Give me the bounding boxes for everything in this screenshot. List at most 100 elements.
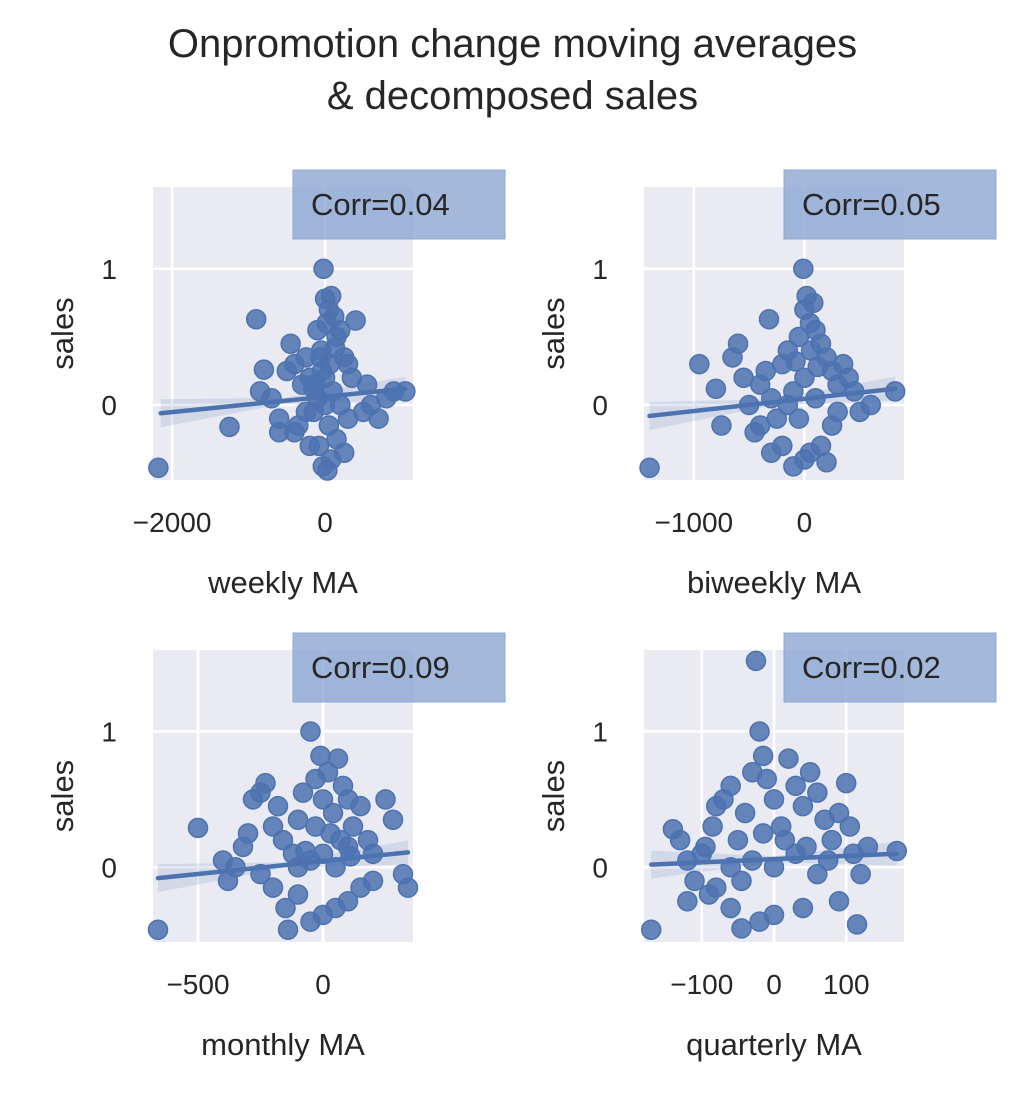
subplot-quarterly: −100 0 100 0 1 quarterly MA sales Corr=0.02 <box>536 632 997 1062</box>
data-point <box>860 394 882 416</box>
data-point <box>375 789 396 810</box>
x-tick-label: −2000 <box>133 507 212 538</box>
data-point <box>292 782 314 803</box>
data-point <box>313 258 334 280</box>
data-point <box>677 891 698 912</box>
data-point <box>886 840 908 862</box>
data-point <box>337 408 359 429</box>
data-point <box>817 850 839 871</box>
data-point <box>684 870 705 892</box>
x-tick-label: 0 <box>317 507 333 538</box>
data-point <box>752 823 774 844</box>
x-tick-label: −1000 <box>654 507 733 538</box>
data-point <box>711 415 732 436</box>
x-axis-label: monthly MA <box>201 1027 365 1062</box>
y-axis-label: sales <box>45 297 80 369</box>
data-point <box>324 337 346 359</box>
x-axis-label: quarterly MA <box>686 1027 862 1062</box>
data-point <box>272 829 294 851</box>
data-point <box>237 823 259 844</box>
data-point <box>774 829 796 851</box>
data-point <box>745 650 767 672</box>
correlation-box <box>783 169 997 240</box>
points-group <box>639 258 906 478</box>
x-tick-label: 0 <box>797 507 813 538</box>
data-point <box>827 401 848 423</box>
data-point <box>277 919 299 941</box>
data-point <box>731 870 752 892</box>
data-point <box>147 919 169 941</box>
data-point <box>792 795 814 817</box>
data-point <box>720 775 741 797</box>
data-point <box>295 840 316 862</box>
data-point <box>731 918 752 939</box>
data-point <box>262 816 284 837</box>
data-point <box>749 721 770 742</box>
data-point <box>245 308 267 330</box>
regression-line <box>648 851 900 867</box>
data-point <box>255 772 276 794</box>
data-point <box>253 359 275 380</box>
y-tick-label: 1 <box>592 254 608 285</box>
data-point <box>835 772 857 794</box>
data-point <box>295 401 317 423</box>
data-point <box>689 353 710 375</box>
data-point <box>284 422 305 443</box>
regression-line <box>158 386 408 416</box>
data-point <box>803 292 824 314</box>
data-point <box>342 816 364 837</box>
data-point <box>850 863 871 885</box>
correlation-box <box>292 632 506 703</box>
correlation-label: Corr=0.02 <box>802 650 941 685</box>
data-point <box>785 351 806 372</box>
data-point <box>304 374 326 395</box>
data-point <box>275 897 296 919</box>
regression-line <box>155 850 411 881</box>
x-axis-label: biweekly MA <box>687 565 861 600</box>
data-point <box>333 442 355 463</box>
data-point <box>792 897 814 919</box>
data-point <box>727 829 749 851</box>
data-point <box>148 457 169 478</box>
y-tick-label: 1 <box>101 254 117 285</box>
data-point <box>262 877 284 898</box>
correlation-label: Corr=0.04 <box>311 187 450 222</box>
y-tick-label: 0 <box>101 390 117 421</box>
data-point <box>760 442 782 463</box>
x-tick-label: −500 <box>166 969 229 1000</box>
correlation-label: Corr=0.05 <box>802 187 941 222</box>
correlation-box <box>783 632 997 703</box>
data-point <box>268 408 290 429</box>
data-point <box>337 891 359 912</box>
points-group <box>148 258 416 481</box>
x-tick-label: 0 <box>315 969 331 1000</box>
y-tick-label: 0 <box>592 390 608 421</box>
data-point <box>299 435 321 457</box>
y-tick-label: 1 <box>592 716 608 747</box>
data-point <box>287 884 309 905</box>
data-point <box>839 816 861 837</box>
data-point <box>330 829 351 851</box>
x-tick-label: −100 <box>670 969 733 1000</box>
data-point <box>778 748 799 769</box>
data-point <box>695 836 716 858</box>
y-axis-label: sales <box>536 760 571 832</box>
data-point <box>705 378 727 399</box>
data-point <box>320 285 342 307</box>
x-tick-label: 0 <box>766 969 782 1000</box>
correlation-box <box>292 169 506 240</box>
y-axis-label: sales <box>45 760 80 832</box>
y-tick-label: 0 <box>101 852 117 883</box>
data-point <box>807 782 828 803</box>
subplot-weekly: −2000 0 0 1 weekly MA sales Corr=0.04 <box>45 169 506 600</box>
data-point <box>287 809 309 831</box>
data-point <box>846 914 868 935</box>
data-point <box>763 789 785 810</box>
data-point <box>752 745 774 767</box>
data-point <box>640 919 662 941</box>
figure-title-line-2: & decomposed sales <box>326 74 699 118</box>
correlation-label: Corr=0.09 <box>311 650 450 685</box>
data-point <box>327 748 349 769</box>
